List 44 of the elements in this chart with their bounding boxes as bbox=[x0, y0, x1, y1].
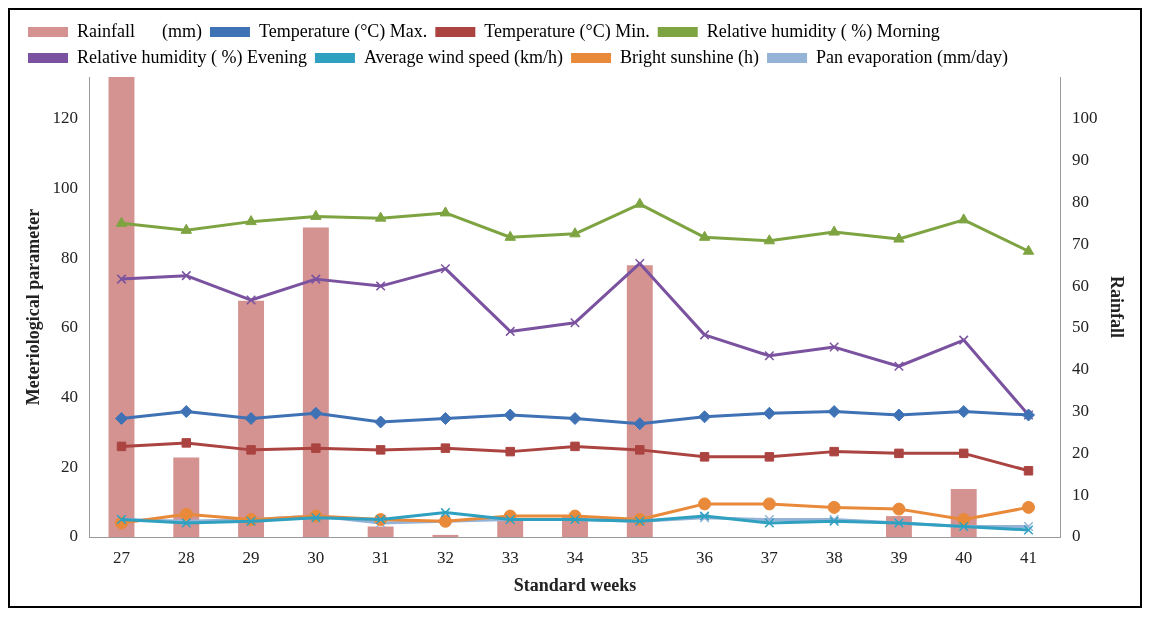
y-tick-label: 80 bbox=[61, 247, 79, 267]
y2-axis-title: Rainfall bbox=[1106, 275, 1127, 339]
x-tick-label: 27 bbox=[112, 547, 131, 567]
x-tick-label: 34 bbox=[566, 547, 584, 567]
x-tick-label: 38 bbox=[825, 547, 843, 567]
y2-tick-label: 60 bbox=[1071, 275, 1089, 295]
y2-tick-label: 0 bbox=[1071, 526, 1081, 546]
legend-label: Relative humidity ( %) Morning bbox=[706, 20, 940, 42]
legend-label: Temperature (°C) Min. bbox=[484, 20, 650, 42]
x-tick-label: 37 bbox=[760, 547, 779, 567]
y2-tick-label: 10 bbox=[1071, 484, 1089, 504]
x-axis-title: Standard weeks bbox=[513, 574, 637, 595]
y-axis-title: Meteriological parameter bbox=[23, 208, 44, 406]
legend-label: Temperature (°C) Max. bbox=[258, 20, 428, 42]
y2-tick-label: 30 bbox=[1071, 401, 1089, 421]
x-tick-label: 30 bbox=[307, 547, 325, 567]
y2-tick-label: 80 bbox=[1071, 191, 1089, 211]
x-tick-label: 35 bbox=[631, 547, 649, 567]
y2-tick-label: 20 bbox=[1071, 442, 1089, 462]
legend-label: Average wind speed (km/h) bbox=[363, 46, 564, 68]
x-tick-label: 41 bbox=[1020, 547, 1038, 567]
y2-tick-label: 100 bbox=[1071, 108, 1098, 128]
y-tick-label: 60 bbox=[61, 317, 79, 337]
x-tick-label: 29 bbox=[242, 547, 260, 567]
x-tick-label: 28 bbox=[177, 547, 195, 567]
x-tick-label: 32 bbox=[436, 547, 454, 567]
y-tick-label: 20 bbox=[61, 456, 79, 476]
x-tick-label: 39 bbox=[890, 547, 908, 567]
x-tick-label: 31 bbox=[372, 547, 390, 567]
legend-label: Rainfall (mm) bbox=[77, 20, 202, 42]
legend-label: Bright sunshine (h) bbox=[620, 46, 760, 68]
y-tick-label: 100 bbox=[52, 177, 79, 197]
x-tick-label: 36 bbox=[696, 547, 714, 567]
y-tick-label: 40 bbox=[61, 387, 79, 407]
x-tick-label: 40 bbox=[955, 547, 973, 567]
y-tick-label: 0 bbox=[69, 526, 79, 546]
legend-label: Relative humidity ( %) Evening bbox=[77, 46, 307, 68]
y-tick-label: 120 bbox=[52, 108, 79, 128]
y2-tick-label: 40 bbox=[1071, 359, 1089, 379]
y2-tick-label: 90 bbox=[1071, 150, 1089, 170]
legend-label: Pan evaporation (mm/day) bbox=[816, 46, 1008, 68]
y2-tick-label: 50 bbox=[1071, 317, 1089, 337]
x-tick-label: 33 bbox=[501, 547, 519, 567]
y2-tick-label: 70 bbox=[1071, 233, 1089, 253]
